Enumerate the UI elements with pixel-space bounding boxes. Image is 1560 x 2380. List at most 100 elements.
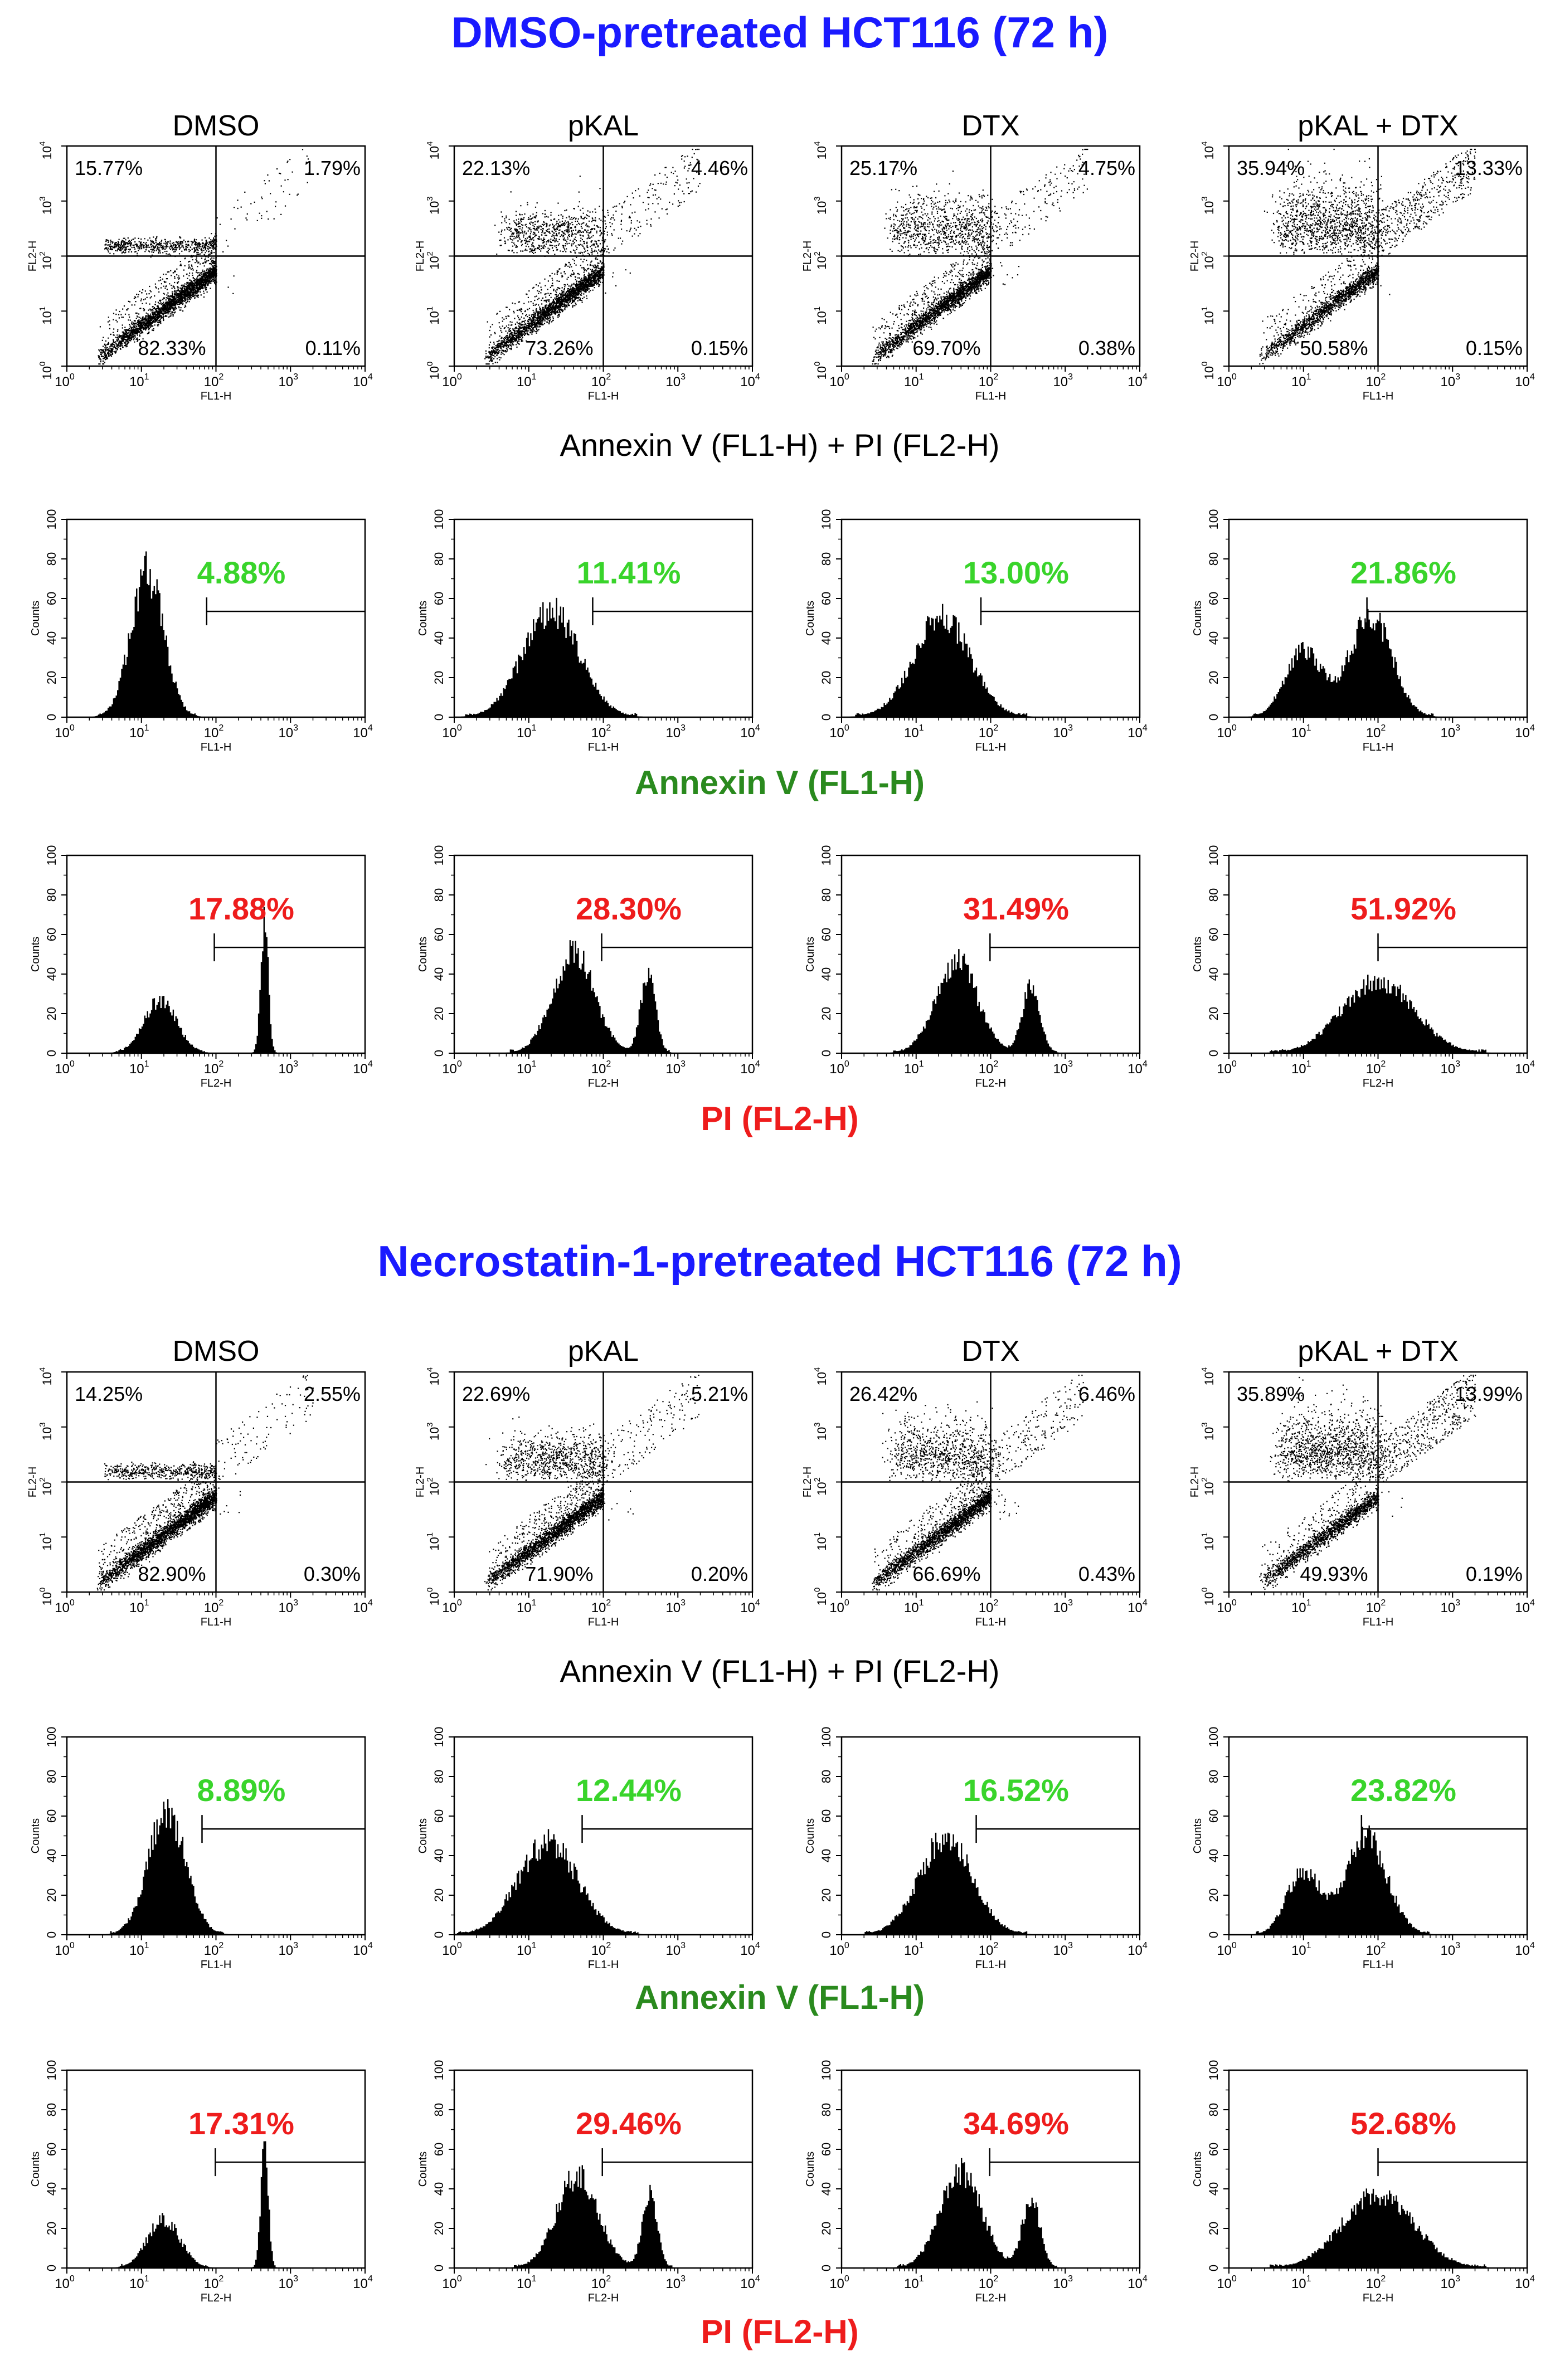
- x-tick-label: 103: [1053, 372, 1073, 390]
- y-tick-label: 20: [1207, 1007, 1221, 1020]
- x-tick-label: 101: [1291, 1598, 1311, 1615]
- x-axis-label: FL1-H: [975, 741, 1007, 753]
- x-tick-label: 102: [591, 1598, 611, 1615]
- x-tick-label: 103: [1053, 723, 1073, 741]
- pi-gate-value: 31.49%: [963, 891, 1069, 926]
- x-tick-label: 101: [129, 1598, 149, 1615]
- y-tick-label: 101: [813, 1532, 829, 1551]
- x-tick-label: 100: [55, 372, 75, 390]
- y-axis-label: Counts: [30, 1818, 42, 1853]
- x-tick-label: 101: [517, 372, 537, 390]
- x-tick-label: 103: [1440, 1598, 1460, 1615]
- x-tick-label: 100: [442, 1941, 462, 1958]
- y-tick-label: 100: [432, 1727, 446, 1748]
- y-tick-label: 104: [38, 142, 54, 160]
- scatter-caption: Annexin V (FL1-H) + PI (FL2-H): [560, 427, 1000, 463]
- x-tick-label: 104: [1515, 1059, 1535, 1077]
- x-tick-label: 102: [979, 723, 999, 741]
- x-tick-label: 101: [129, 1059, 149, 1077]
- y-tick-label: 60: [1207, 592, 1221, 605]
- x-axis-label: FL1-H: [201, 741, 232, 753]
- y-tick-label: 20: [819, 1007, 833, 1020]
- x-tick-label: 101: [904, 1941, 924, 1958]
- quadrant-upper-left-value: 22.69%: [462, 1383, 530, 1405]
- x-tick-label: 104: [740, 1059, 760, 1077]
- quadrant-upper-right-value: 2.55%: [304, 1383, 361, 1405]
- y-tick-label: 104: [813, 1367, 829, 1386]
- quadrant-upper-right-value: 1.79%: [304, 157, 361, 179]
- x-tick-label: 103: [665, 1059, 686, 1077]
- x-tick-label: 101: [517, 2274, 537, 2291]
- x-tick-label: 100: [442, 723, 462, 741]
- y-axis-label: FL2-H: [1189, 1467, 1201, 1498]
- y-tick-label: 104: [1200, 1367, 1216, 1386]
- y-tick-label: 0: [45, 1931, 59, 1938]
- quadrant-upper-right-value: 4.75%: [1078, 157, 1135, 179]
- x-axis-label: FL2-H: [201, 1077, 232, 1089]
- quadrant-upper-left-value: 26.42%: [849, 1383, 917, 1405]
- scatter-points: [1259, 1374, 1476, 1590]
- x-tick-label: 100: [55, 723, 75, 741]
- y-tick-label: 20: [45, 1889, 59, 1902]
- y-tick-label: 60: [1207, 1809, 1221, 1823]
- y-tick-label: 104: [38, 1367, 54, 1386]
- y-tick-label: 60: [45, 2143, 59, 2156]
- pi-histogram: 31.49% 0 20 40 60 80 100 Counts 100 101 102 103 104 F…: [804, 845, 1148, 1089]
- y-tick-label: 100: [432, 2060, 446, 2081]
- y-axis-label: FL2-H: [801, 1467, 814, 1498]
- x-axis-label: FL1-H: [201, 390, 232, 402]
- x-tick-label: 100: [1217, 372, 1237, 390]
- scatter-plot: 26.42% 6.46% 66.69% 0.43% 100 101 102 103 104 FL2…: [801, 1367, 1148, 1628]
- x-tick-label: 102: [979, 1941, 999, 1958]
- y-tick-label: 103: [38, 196, 54, 215]
- histogram-bars: [67, 1799, 365, 1935]
- x-tick-label: 103: [1053, 1059, 1073, 1077]
- annexin-gate-value: 11.41%: [577, 555, 681, 590]
- annexin-caption: Annexin V (FL1-H): [635, 764, 925, 801]
- x-tick-label: 103: [665, 723, 686, 741]
- y-tick-label: 101: [38, 306, 54, 325]
- y-tick-label: 80: [432, 888, 446, 902]
- plot-frame: [66, 518, 366, 718]
- quadrant-lower-left-value: 66.69%: [912, 1563, 980, 1585]
- annexin-histogram: 16.52% 0 20 40 60 80 100 Counts 100 101 102 103 104 F…: [804, 1727, 1148, 1971]
- quadrant-upper-left-value: 35.94%: [1237, 157, 1305, 179]
- pi-histogram: 28.30% 0 20 40 60 80 100 Counts 100 101 102 103 104 F…: [417, 845, 760, 1089]
- y-tick-label: 102: [425, 251, 441, 270]
- quadrant-upper-left-value: 15.77%: [75, 157, 143, 179]
- y-axis-label: FL2-H: [414, 241, 426, 272]
- x-axis-label: FL1-H: [975, 1959, 1007, 1971]
- x-tick-label: 104: [740, 1941, 760, 1958]
- x-tick-label: 102: [979, 372, 999, 390]
- quadrant-lower-right-value: 0.15%: [1466, 337, 1523, 359]
- x-tick-label: 104: [1128, 1059, 1148, 1077]
- y-tick-label: 0: [1207, 714, 1221, 721]
- y-tick-label: 20: [1207, 2222, 1221, 2235]
- y-axis-label: Counts: [804, 937, 817, 972]
- x-tick-label: 101: [517, 1598, 537, 1615]
- x-tick-label: 103: [1440, 1941, 1460, 1958]
- scatter-plot: 15.77% 1.79% 82.33% 0.11% 100 101 102 103 104 FL2…: [27, 142, 373, 402]
- annexin-gate-value: 23.82%: [1350, 1773, 1456, 1808]
- y-tick-label: 40: [432, 1849, 446, 1862]
- y-tick-label: 80: [45, 888, 59, 902]
- scatter-points: [98, 149, 310, 365]
- y-tick-label: 103: [38, 1422, 54, 1440]
- x-tick-label: 103: [1440, 2274, 1460, 2291]
- quadrant-lower-right-value: 0.11%: [305, 337, 361, 359]
- x-tick-label: 103: [278, 2274, 298, 2291]
- scatter-plot: 14.25% 2.55% 82.90% 0.30% 100 101 102 103 104 FL2…: [27, 1367, 373, 1628]
- y-tick-label: 100: [1207, 509, 1221, 530]
- y-tick-label: 100: [432, 845, 446, 866]
- scatter-plot: 25.17% 4.75% 69.70% 0.38% 100 101 102 103 104 FL2…: [801, 142, 1148, 402]
- quadrant-lower-right-value: 0.38%: [1078, 337, 1135, 359]
- y-tick-label: 20: [432, 2222, 446, 2235]
- scatter-points: [1259, 148, 1476, 365]
- pi-caption: PI (FL2-H): [701, 1100, 858, 1137]
- histogram-bars: [454, 2165, 752, 2268]
- x-tick-label: 100: [1217, 1059, 1237, 1077]
- histogram-bars: [842, 2158, 1140, 2268]
- x-axis-label: FL1-H: [1363, 741, 1394, 753]
- pi-histogram: 52.68% 0 20 40 60 80 100 Counts 100 101 102 103 104 F…: [1192, 2060, 1535, 2304]
